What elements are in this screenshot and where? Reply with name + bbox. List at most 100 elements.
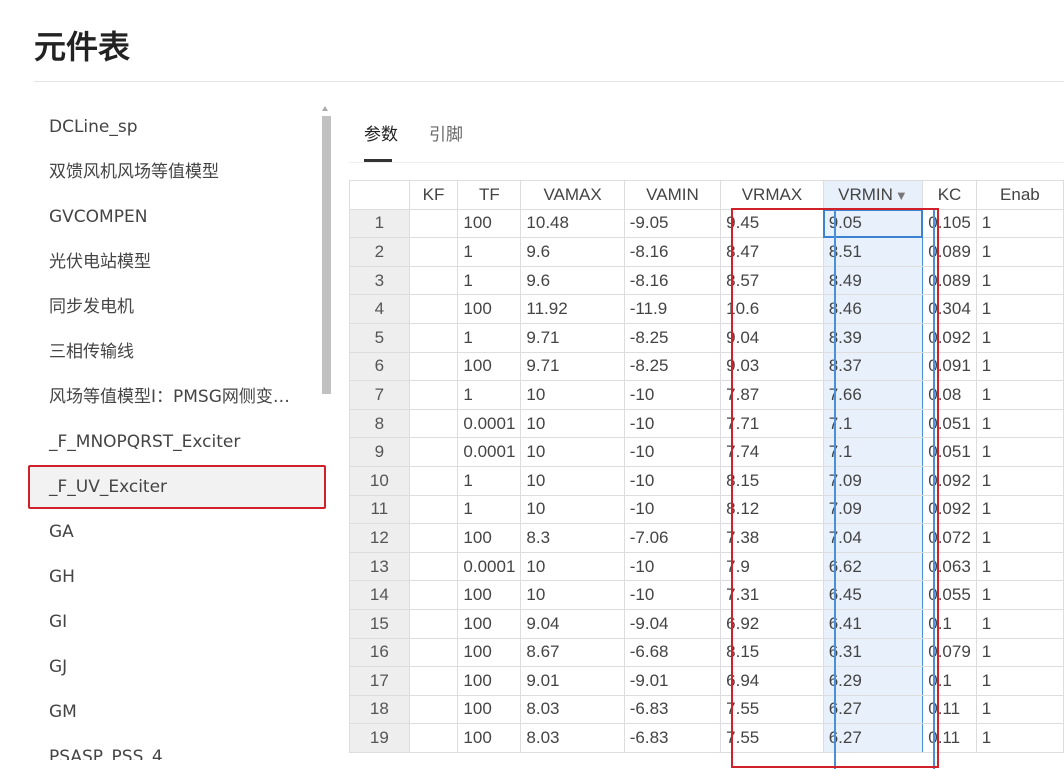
table-cell[interactable]: 0.11: [922, 723, 977, 753]
table-cell[interactable]: 9.03: [720, 351, 824, 382]
column-header[interactable]: VRMAX: [720, 180, 824, 210]
table-cell[interactable]: 0.08: [922, 380, 977, 410]
column-header[interactable]: KC: [922, 180, 977, 210]
table-cell[interactable]: 0.092: [922, 465, 977, 496]
table-cell[interactable]: 10: [520, 408, 625, 439]
table-cell[interactable]: 7.55: [720, 694, 824, 725]
table-cell[interactable]: 100: [457, 666, 522, 696]
column-header[interactable]: TF: [457, 180, 522, 210]
table-cell[interactable]: 10: [520, 465, 625, 496]
table-cell[interactable]: 8.46: [822, 294, 924, 324]
table-cell[interactable]: 8.3: [520, 523, 625, 553]
table-cell[interactable]: 7.1: [822, 408, 924, 439]
table-cell[interactable]: -9.05: [623, 208, 722, 239]
table-cell[interactable]: [408, 637, 459, 668]
table-cell[interactable]: 10.6: [720, 294, 824, 324]
table-cell[interactable]: 8.51: [822, 237, 924, 267]
table-cell[interactable]: [408, 551, 459, 582]
table-cell[interactable]: 1: [975, 494, 1064, 525]
sidebar-scrollbar[interactable]: [322, 116, 331, 394]
sort-desc-icon[interactable]: ▼: [894, 187, 908, 203]
sidebar-item[interactable]: GA: [49, 522, 74, 542]
table-cell[interactable]: 8.03: [520, 723, 625, 753]
sidebar-item[interactable]: 风场等值模型I：PMSG网侧变…: [49, 387, 290, 407]
table-cell[interactable]: 1: [975, 551, 1064, 582]
table-cell[interactable]: 100: [457, 208, 522, 239]
table-cell[interactable]: 9.6: [520, 265, 625, 296]
table-cell[interactable]: 9.04: [520, 608, 625, 639]
table-cell[interactable]: 100: [457, 637, 522, 668]
table-cell[interactable]: 6.41: [822, 608, 924, 639]
table-cell[interactable]: 7.09: [822, 494, 924, 525]
table-cell[interactable]: 6.94: [720, 666, 824, 696]
table-cell[interactable]: 0.079: [922, 637, 977, 668]
table-cell[interactable]: 9.71: [520, 351, 625, 382]
sidebar-item[interactable]: GVCOMPEN: [49, 207, 148, 227]
table-cell[interactable]: [408, 265, 459, 296]
table-cell[interactable]: 1: [975, 237, 1064, 267]
table-cell[interactable]: 0.105: [922, 208, 977, 239]
table-cell[interactable]: 1: [975, 294, 1064, 324]
sidebar-item[interactable]: GJ: [49, 657, 68, 677]
table-cell[interactable]: 1: [975, 380, 1064, 410]
table-cell[interactable]: 100: [457, 580, 522, 610]
table-cell[interactable]: [408, 523, 459, 553]
table-cell[interactable]: [408, 437, 459, 467]
table-cell[interactable]: 0.051: [922, 408, 977, 439]
table-cell[interactable]: 10: [520, 380, 625, 410]
table-cell[interactable]: 8.37: [822, 351, 924, 382]
table-cell[interactable]: 1: [975, 666, 1064, 696]
table-cell[interactable]: 0.0001: [457, 551, 522, 582]
table-cell[interactable]: 10: [520, 551, 625, 582]
column-header[interactable]: Enab: [975, 180, 1064, 210]
sidebar-item[interactable]: GH: [49, 567, 75, 587]
table-cell[interactable]: -8.25: [623, 351, 722, 382]
table-cell[interactable]: 0.1: [922, 666, 977, 696]
table-cell[interactable]: 10: [520, 437, 625, 467]
table-cell[interactable]: -10: [623, 380, 722, 410]
table-cell[interactable]: 8.57: [720, 265, 824, 296]
table-cell[interactable]: 1: [457, 322, 522, 353]
table-cell[interactable]: [408, 380, 459, 410]
table-cell[interactable]: 8.67: [520, 637, 625, 668]
table-cell[interactable]: -10: [623, 580, 722, 610]
table-cell[interactable]: 0.1: [922, 608, 977, 639]
table-cell[interactable]: [408, 322, 459, 353]
table-cell[interactable]: 7.1: [822, 437, 924, 467]
table-cell[interactable]: 0.0001: [457, 408, 522, 439]
table-cell[interactable]: 100: [457, 608, 522, 639]
table-cell[interactable]: 100: [457, 294, 522, 324]
table-cell[interactable]: 7.38: [720, 523, 824, 553]
table-cell[interactable]: 9.05: [822, 208, 924, 239]
table-cell[interactable]: -8.16: [623, 265, 722, 296]
table-cell[interactable]: 9.71: [520, 322, 625, 353]
table-cell[interactable]: -8.25: [623, 322, 722, 353]
table-cell[interactable]: 8.15: [720, 637, 824, 668]
table-cell[interactable]: 100: [457, 723, 522, 753]
table-cell[interactable]: [408, 351, 459, 382]
table-cell[interactable]: 1: [975, 351, 1064, 382]
table-cell[interactable]: 9.01: [520, 666, 625, 696]
sidebar-item[interactable]: 三相传输线: [49, 342, 134, 362]
column-header[interactable]: VAMIN: [623, 180, 722, 210]
table-cell[interactable]: [408, 208, 459, 239]
table-cell[interactable]: 0.092: [922, 494, 977, 525]
table-cell[interactable]: [408, 580, 459, 610]
table-cell[interactable]: 0.091: [922, 351, 977, 382]
table-cell[interactable]: -6.68: [623, 637, 722, 668]
table-cell[interactable]: [408, 723, 459, 753]
table-cell[interactable]: 6.62: [822, 551, 924, 582]
table-cell[interactable]: 1: [975, 694, 1064, 725]
table-cell[interactable]: 7.9: [720, 551, 824, 582]
table-cell[interactable]: 1: [457, 237, 522, 267]
table-cell[interactable]: -9.04: [623, 608, 722, 639]
table-cell[interactable]: 9.45: [720, 208, 824, 239]
table-cell[interactable]: 7.87: [720, 380, 824, 410]
table-cell[interactable]: 8.15: [720, 465, 824, 496]
table-cell[interactable]: 1: [975, 208, 1064, 239]
table-cell[interactable]: -10: [623, 551, 722, 582]
sidebar-item[interactable]: _F_MNOPQRST_Exciter: [49, 432, 241, 452]
table-cell[interactable]: 1: [975, 265, 1064, 296]
table-cell[interactable]: -10: [623, 437, 722, 467]
sidebar-item[interactable]: 光伏电站模型: [49, 252, 151, 272]
